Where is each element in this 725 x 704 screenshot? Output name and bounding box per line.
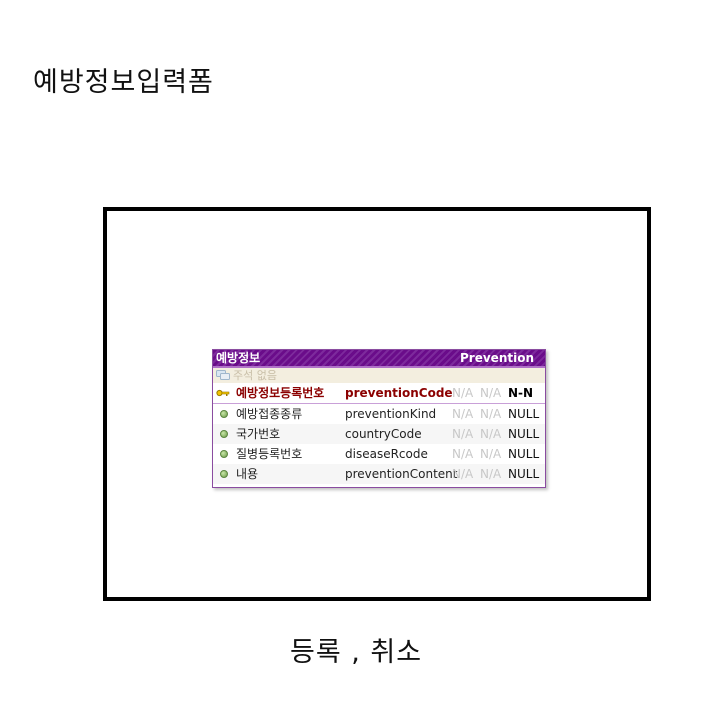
attribute-datatype: N/A	[480, 467, 502, 481]
attribute-physical-name: diseaseRcode	[345, 447, 428, 461]
attribute-bullet-icon	[220, 470, 230, 480]
attribute-logical-name: 예방정보등록번호	[236, 386, 325, 400]
attribute-datatype: N/A	[480, 427, 502, 441]
key-icon	[216, 389, 230, 397]
entity-comment-row: 주석 없음	[213, 368, 545, 383]
attribute-physical-name: preventionKind	[345, 407, 437, 421]
attribute-nullability: NULL	[508, 407, 540, 421]
header-divider	[213, 366, 545, 368]
attribute-physical-name: preventionContent	[345, 467, 458, 481]
page-title: 예방정보입력폼	[33, 67, 214, 98]
attribute-row[interactable]: 예방접종종류 preventionKind N/A N/A NULL	[213, 404, 545, 424]
attribute-nullability: NULL	[508, 427, 540, 441]
attribute-logical-name: 질병등록번호	[236, 447, 303, 461]
attribute-nullability: NULL	[508, 467, 540, 481]
attribute-row[interactable]: 국가번호 countryCode N/A N/A NULL	[213, 424, 545, 444]
entity-table-prevention[interactable]: 예방정보 Prevention 주석 없음 예방정보등록번호 preventio…	[212, 349, 546, 488]
attribute-datatype: N/A	[480, 447, 502, 461]
attribute-domain: N/A	[452, 467, 474, 481]
attribute-bullet-icon	[220, 430, 230, 440]
attribute-domain: N/A	[452, 386, 474, 400]
attribute-logical-name: 내용	[236, 467, 259, 481]
form-frame: 예방정보 Prevention 주석 없음 예방정보등록번호 preventio…	[103, 207, 651, 601]
attribute-physical-name: preventionCode	[345, 386, 453, 400]
attribute-bullet-icon	[220, 410, 230, 420]
attribute-domain: N/A	[452, 407, 474, 421]
attribute-row[interactable]: 질병등록번호 diseaseRcode N/A N/A NULL	[213, 444, 545, 464]
attribute-row-primary-key[interactable]: 예방정보등록번호 preventionCode N/A N/A N-N	[213, 383, 545, 404]
attribute-row[interactable]: 내용 preventionContent N/A N/A NULL	[213, 464, 545, 484]
attribute-domain: N/A	[452, 427, 474, 441]
attribute-logical-name: 국가번호	[236, 427, 281, 441]
attribute-datatype: N/A	[480, 407, 502, 421]
attribute-nullability: N-N	[508, 386, 534, 400]
attribute-bullet-icon	[220, 450, 230, 460]
entity-comment: 주석 없음	[233, 369, 277, 382]
attribute-logical-name: 예방접종종류	[236, 407, 303, 421]
attribute-datatype: N/A	[480, 386, 502, 400]
entity-physical-name: Prevention	[460, 351, 534, 365]
attribute-domain: N/A	[452, 447, 474, 461]
attribute-nullability: NULL	[508, 447, 540, 461]
entity-header: 예방정보 Prevention	[213, 350, 545, 366]
form-actions-label: 등록 , 취소	[290, 637, 423, 668]
entity-logical-name: 예방정보	[216, 351, 261, 365]
comment-icon	[216, 370, 230, 380]
attribute-physical-name: countryCode	[345, 427, 422, 441]
